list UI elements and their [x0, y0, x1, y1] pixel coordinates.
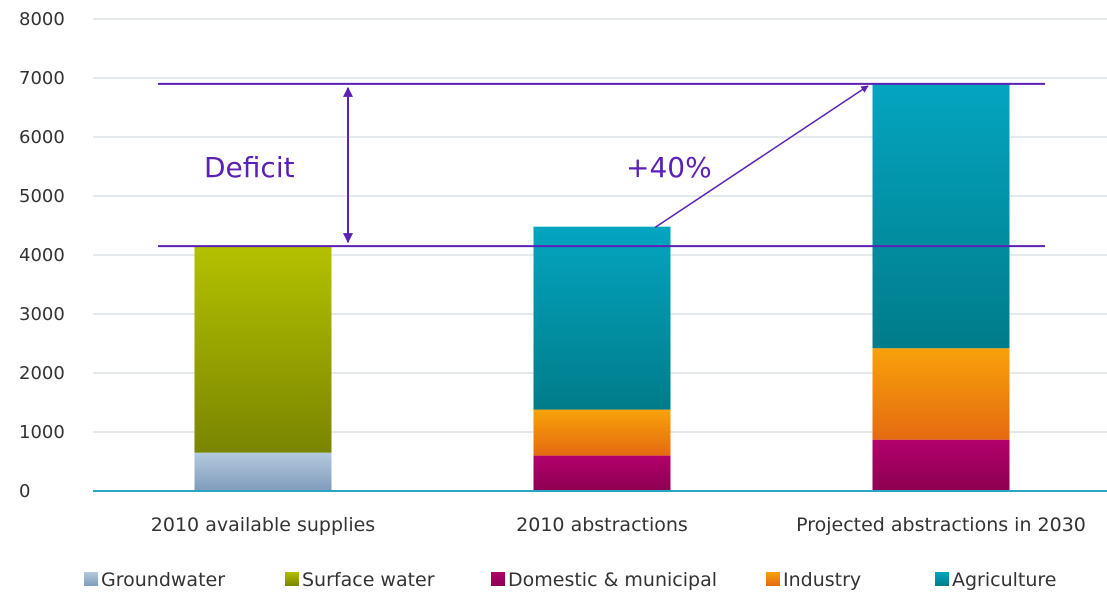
y-tick-label: 0 [19, 481, 30, 502]
x-tick-label: 2010 available supplies [151, 514, 375, 536]
legend-swatch [285, 572, 299, 586]
legend-swatch [84, 572, 98, 586]
legend-label: Industry [783, 569, 861, 591]
bar-segment [194, 452, 332, 491]
bar-segment [533, 409, 671, 456]
growth-label: +40% [626, 151, 712, 184]
y-tick-label: 2000 [19, 363, 65, 384]
y-tick-label: 7000 [19, 68, 65, 89]
x-tick-label: Projected abstractions in 2030 [796, 514, 1086, 536]
legend-swatch [491, 572, 505, 586]
legend-label: Surface water [302, 569, 435, 591]
bars [194, 83, 1010, 491]
growth-arrow [654, 85, 869, 229]
legend-label: Agriculture [952, 569, 1057, 591]
legend-label: Domestic & municipal [508, 569, 717, 591]
y-tick-label: 5000 [19, 186, 65, 207]
legend-swatch [766, 572, 780, 586]
bar-segment [872, 83, 1010, 349]
x-tick-label: 2010 abstractions [516, 514, 688, 536]
bar-segment [872, 439, 1010, 491]
legend-label: Groundwater [101, 569, 225, 591]
bar-segment [533, 455, 671, 491]
annotations: Deficit +40% [204, 85, 869, 244]
bar-segment [533, 226, 671, 410]
x-axis: 2010 available supplies 2010 abstractions… [93, 490, 1107, 536]
bar-segment [872, 348, 1010, 440]
deficit-label: Deficit [204, 151, 295, 184]
y-tick-label: 6000 [19, 127, 65, 148]
legend-swatch [935, 572, 949, 586]
reference-lines [158, 82, 1045, 248]
y-tick-label: 1000 [19, 422, 65, 443]
bar-segment [194, 246, 332, 453]
y-tick-label: 3000 [19, 304, 65, 325]
y-axis: 0 1000 2000 3000 4000 5000 6000 7000 8000 [19, 9, 65, 502]
y-tick-label: 4000 [19, 245, 65, 266]
y-tick-label: 8000 [19, 9, 65, 30]
legend: Groundwater Surface water Domestic & munic… [84, 569, 1057, 591]
